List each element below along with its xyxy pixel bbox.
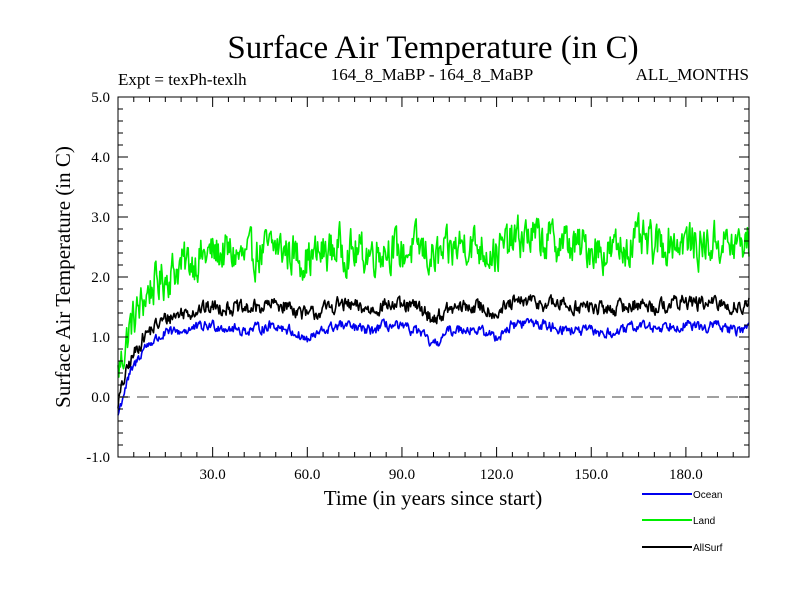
series-line-land xyxy=(117,212,750,378)
y-tick-label: 2.0 xyxy=(91,270,110,286)
x-tick-label: 180.0 xyxy=(669,467,703,483)
legend: Ocean Land AllSurf xyxy=(642,490,723,554)
chart-title: Surface Air Temperature (in C) xyxy=(227,30,638,66)
x-axis-label: Time (in years since start) xyxy=(324,486,543,510)
x-tick-label: 30.0 xyxy=(200,467,226,483)
plot-area: 30.0 60.0 90.0 120.0 150.0 180.0 -1.0 0.0 1.0 2.0… xyxy=(86,90,750,483)
axis-ticks: 30.0 60.0 90.0 120.0 150.0 180.0 -1.0 0.0 1.0 2.0… xyxy=(86,90,749,483)
chart-subtitle-center: 164_8_MaBP - 164_8_MaBP xyxy=(331,65,533,84)
x-tick-label: 90.0 xyxy=(389,467,415,483)
x-tick-label: 60.0 xyxy=(294,467,320,483)
chart-subtitle-right: ALL_MONTHS xyxy=(636,65,749,84)
plot-frame xyxy=(117,96,750,458)
x-tick-label: 120.0 xyxy=(480,467,514,483)
chart-subtitle-left: Expt = texPh-texlh xyxy=(118,70,247,89)
y-tick-label: 5.0 xyxy=(91,90,110,106)
x-tick-label: 150.0 xyxy=(574,467,608,483)
y-axis-label: Surface Air Temperature (in C) xyxy=(51,146,75,408)
y-tick-label: 3.0 xyxy=(91,210,110,226)
series-line-ocean xyxy=(117,317,750,416)
legend-label-allsurf: AllSurf xyxy=(693,543,723,554)
legend-label-land: Land xyxy=(693,516,715,527)
series-line-allsurf xyxy=(117,294,750,409)
series-layer xyxy=(117,212,750,416)
y-tick-label: -1.0 xyxy=(86,450,110,466)
legend-label-ocean: Ocean xyxy=(693,490,722,501)
y-tick-label: 0.0 xyxy=(91,390,110,406)
y-tick-label: 4.0 xyxy=(91,150,110,166)
y-tick-label: 1.0 xyxy=(91,330,110,346)
